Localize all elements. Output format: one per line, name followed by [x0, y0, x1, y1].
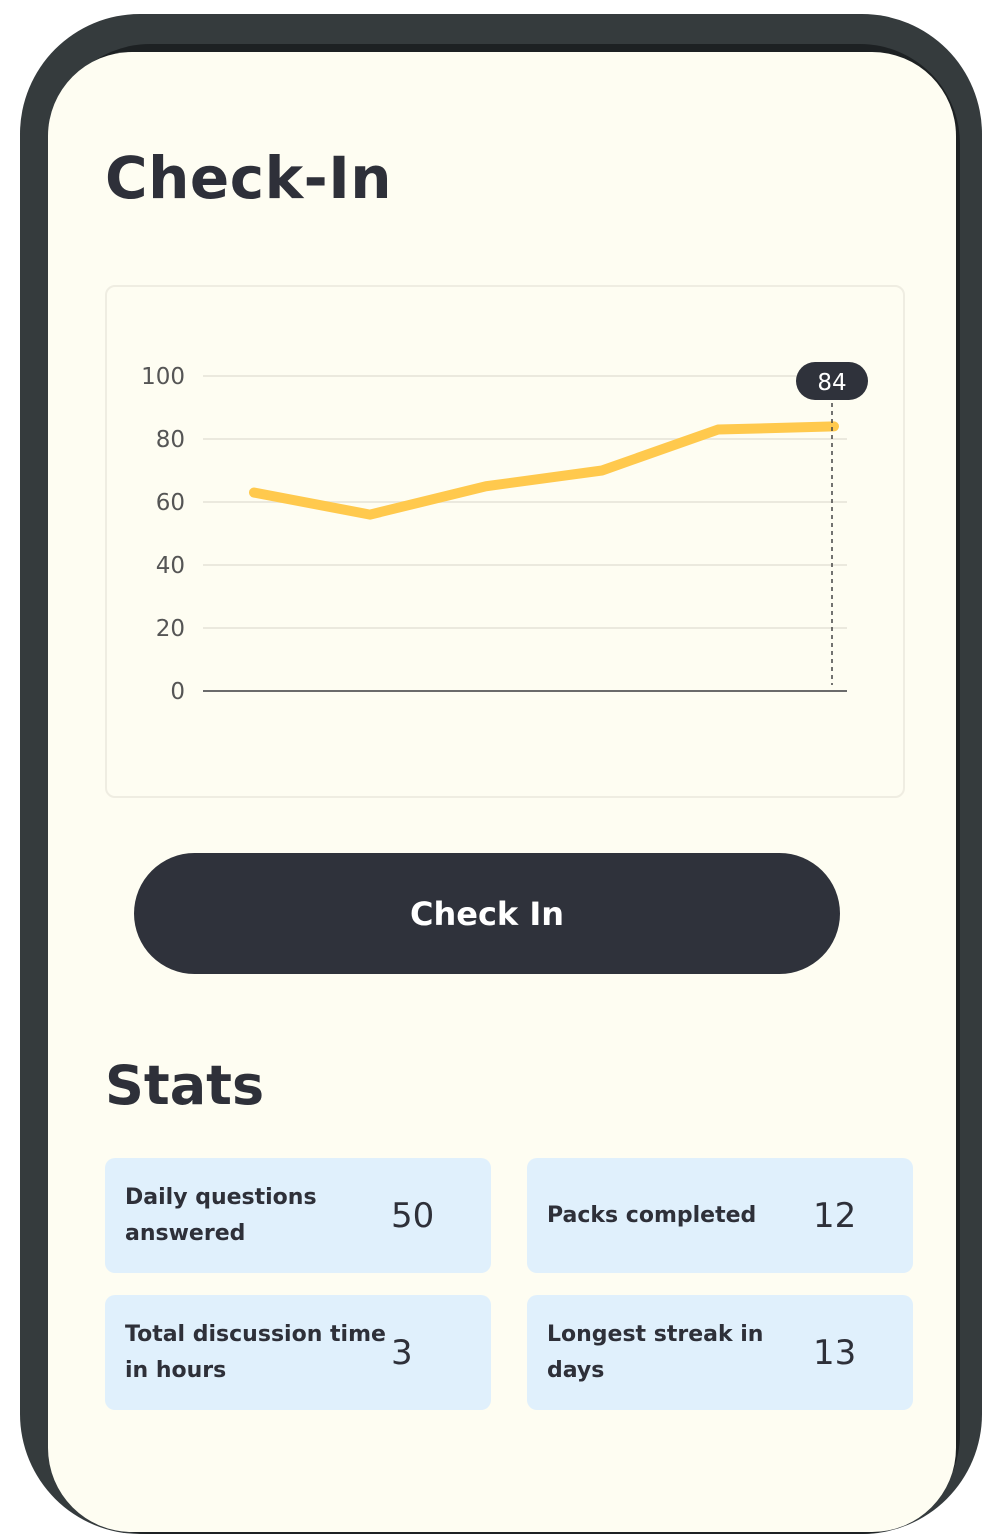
page-title: Check-In [105, 144, 392, 212]
y-tick-label: 100 [141, 364, 185, 390]
stat-value: 3 [391, 1333, 471, 1373]
stat-label: Daily questions answered [125, 1180, 391, 1252]
y-tick-label: 80 [156, 427, 185, 453]
stat-label: Total discussion time in hours [125, 1317, 391, 1389]
check-in-button[interactable]: Check In [134, 853, 840, 974]
stat-value: 12 [813, 1196, 893, 1236]
screen: Check-In 0 20 40 60 80 100 84 Check In Stats D… [48, 52, 956, 1532]
stat-label: Packs completed [547, 1198, 813, 1234]
stat-value: 50 [391, 1196, 471, 1236]
stat-card-longest-streak: Longest streak in days 13 [527, 1295, 913, 1410]
stats-title: Stats [105, 1054, 264, 1117]
y-tick-label: 0 [170, 679, 185, 705]
chart-card: 0 20 40 60 80 100 84 [105, 285, 905, 798]
y-tick-label: 60 [156, 490, 185, 516]
y-tick-label: 20 [156, 616, 185, 642]
stat-card-daily-questions: Daily questions answered 50 [105, 1158, 491, 1273]
line-chart: 0 20 40 60 80 100 84 [107, 287, 903, 796]
stat-value: 13 [813, 1333, 893, 1373]
y-tick-label: 40 [156, 553, 185, 579]
stat-card-discussion-time: Total discussion time in hours 3 [105, 1295, 491, 1410]
highlight-value: 84 [817, 370, 846, 396]
stat-card-packs-completed: Packs completed 12 [527, 1158, 913, 1273]
stat-label: Longest streak in days [547, 1317, 813, 1389]
